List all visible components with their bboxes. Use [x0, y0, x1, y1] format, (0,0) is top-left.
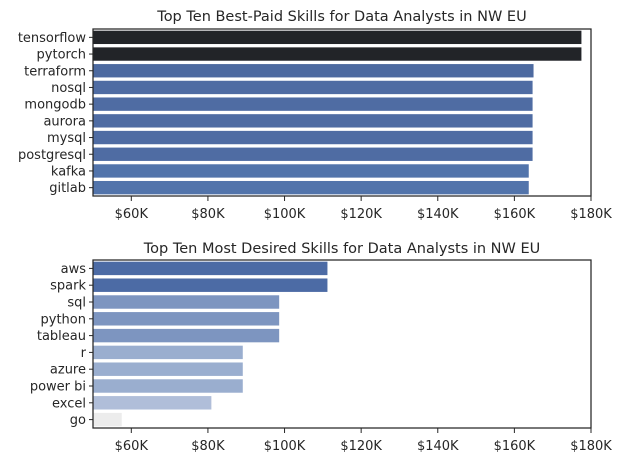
- bar-aurora: [93, 114, 533, 128]
- bar-tensorflow: [93, 30, 582, 45]
- y-tick-label: gitlab: [49, 181, 86, 196]
- x-tick-label: $180K: [570, 207, 612, 222]
- bar-terraform: [93, 64, 534, 78]
- y-tick-label: sql: [67, 296, 86, 311]
- x-tick-label: $80K: [191, 439, 225, 454]
- x-ticks: $60K $80K $100K $120K $140K $160K $180K: [115, 428, 612, 454]
- bar-mysql: [93, 130, 533, 145]
- bar-go: [93, 412, 122, 427]
- bar-python: [93, 312, 280, 326]
- y-tick-label: terraform: [24, 64, 86, 79]
- y-tick-label: pytorch: [37, 48, 86, 63]
- x-tick-label: $60K: [115, 207, 149, 222]
- x-tick-label: $140K: [417, 207, 459, 222]
- y-tick-label: mysql: [47, 131, 86, 146]
- y-tick-label: aurora: [43, 114, 86, 129]
- bars-group: [93, 30, 582, 195]
- y-tick-label: r: [81, 346, 87, 361]
- chart-top-best-paid: Top Ten Best-Paid Skills for Data Analys…: [18, 9, 612, 222]
- bar-postgresql: [93, 147, 533, 161]
- y-tick-label: spark: [50, 279, 86, 294]
- y-tick-label: nosql: [51, 81, 86, 96]
- plot-frame: [92, 28, 592, 197]
- x-tick-label: $140K: [417, 439, 459, 454]
- y-tick-label: power bi: [30, 380, 86, 395]
- y-tick-label: tableau: [37, 329, 86, 344]
- y-tick-label: kafka: [51, 164, 86, 179]
- y-tick-label: tensorflow: [18, 31, 87, 46]
- y-tick-label: mongodb: [24, 98, 86, 113]
- y-tick-label: excel: [52, 396, 86, 411]
- x-tick-label: $160K: [494, 439, 536, 454]
- x-ticks: $60K $80K $100K $120K $140K $160K $180K: [115, 196, 612, 222]
- plot-frame: [92, 259, 592, 429]
- bar-gitlab: [93, 180, 529, 195]
- bar-r: [93, 345, 243, 360]
- x-tick-label: $120K: [340, 207, 382, 222]
- x-tick-label: $180K: [570, 439, 612, 454]
- x-tick-label: $120K: [340, 439, 382, 454]
- bar-mongodb: [93, 97, 533, 111]
- bar-excel: [93, 396, 212, 410]
- y-tick-label: python: [41, 312, 86, 327]
- y-tick-label: postgresql: [18, 148, 86, 163]
- chart-title: Top Ten Best-Paid Skills for Data Analys…: [156, 9, 526, 25]
- chart-most-desired: Top Ten Most Desired Skills for Data Ana…: [30, 241, 612, 454]
- x-tick-label: $100K: [264, 207, 306, 222]
- y-tick-label: aws: [61, 262, 87, 277]
- bar-aws: [93, 261, 328, 276]
- bar-power-bi: [93, 379, 243, 393]
- chart-title: Top Ten Most Desired Skills for Data Ana…: [143, 241, 541, 257]
- y-tick-label: azure: [50, 363, 86, 378]
- x-tick-label: $160K: [494, 207, 536, 222]
- bar-kafka: [93, 164, 529, 178]
- bar-spark: [93, 278, 328, 292]
- x-tick-label: $80K: [191, 207, 225, 222]
- bar-pytorch: [93, 47, 582, 61]
- y-tick-label: go: [70, 413, 86, 428]
- x-tick-label: $60K: [115, 439, 149, 454]
- x-tick-label: $100K: [264, 439, 306, 454]
- bar-nosql: [93, 80, 533, 95]
- bar-sql: [93, 295, 280, 309]
- bar-azure: [93, 362, 243, 376]
- bar-tableau: [93, 328, 280, 343]
- bars-group: [93, 261, 328, 427]
